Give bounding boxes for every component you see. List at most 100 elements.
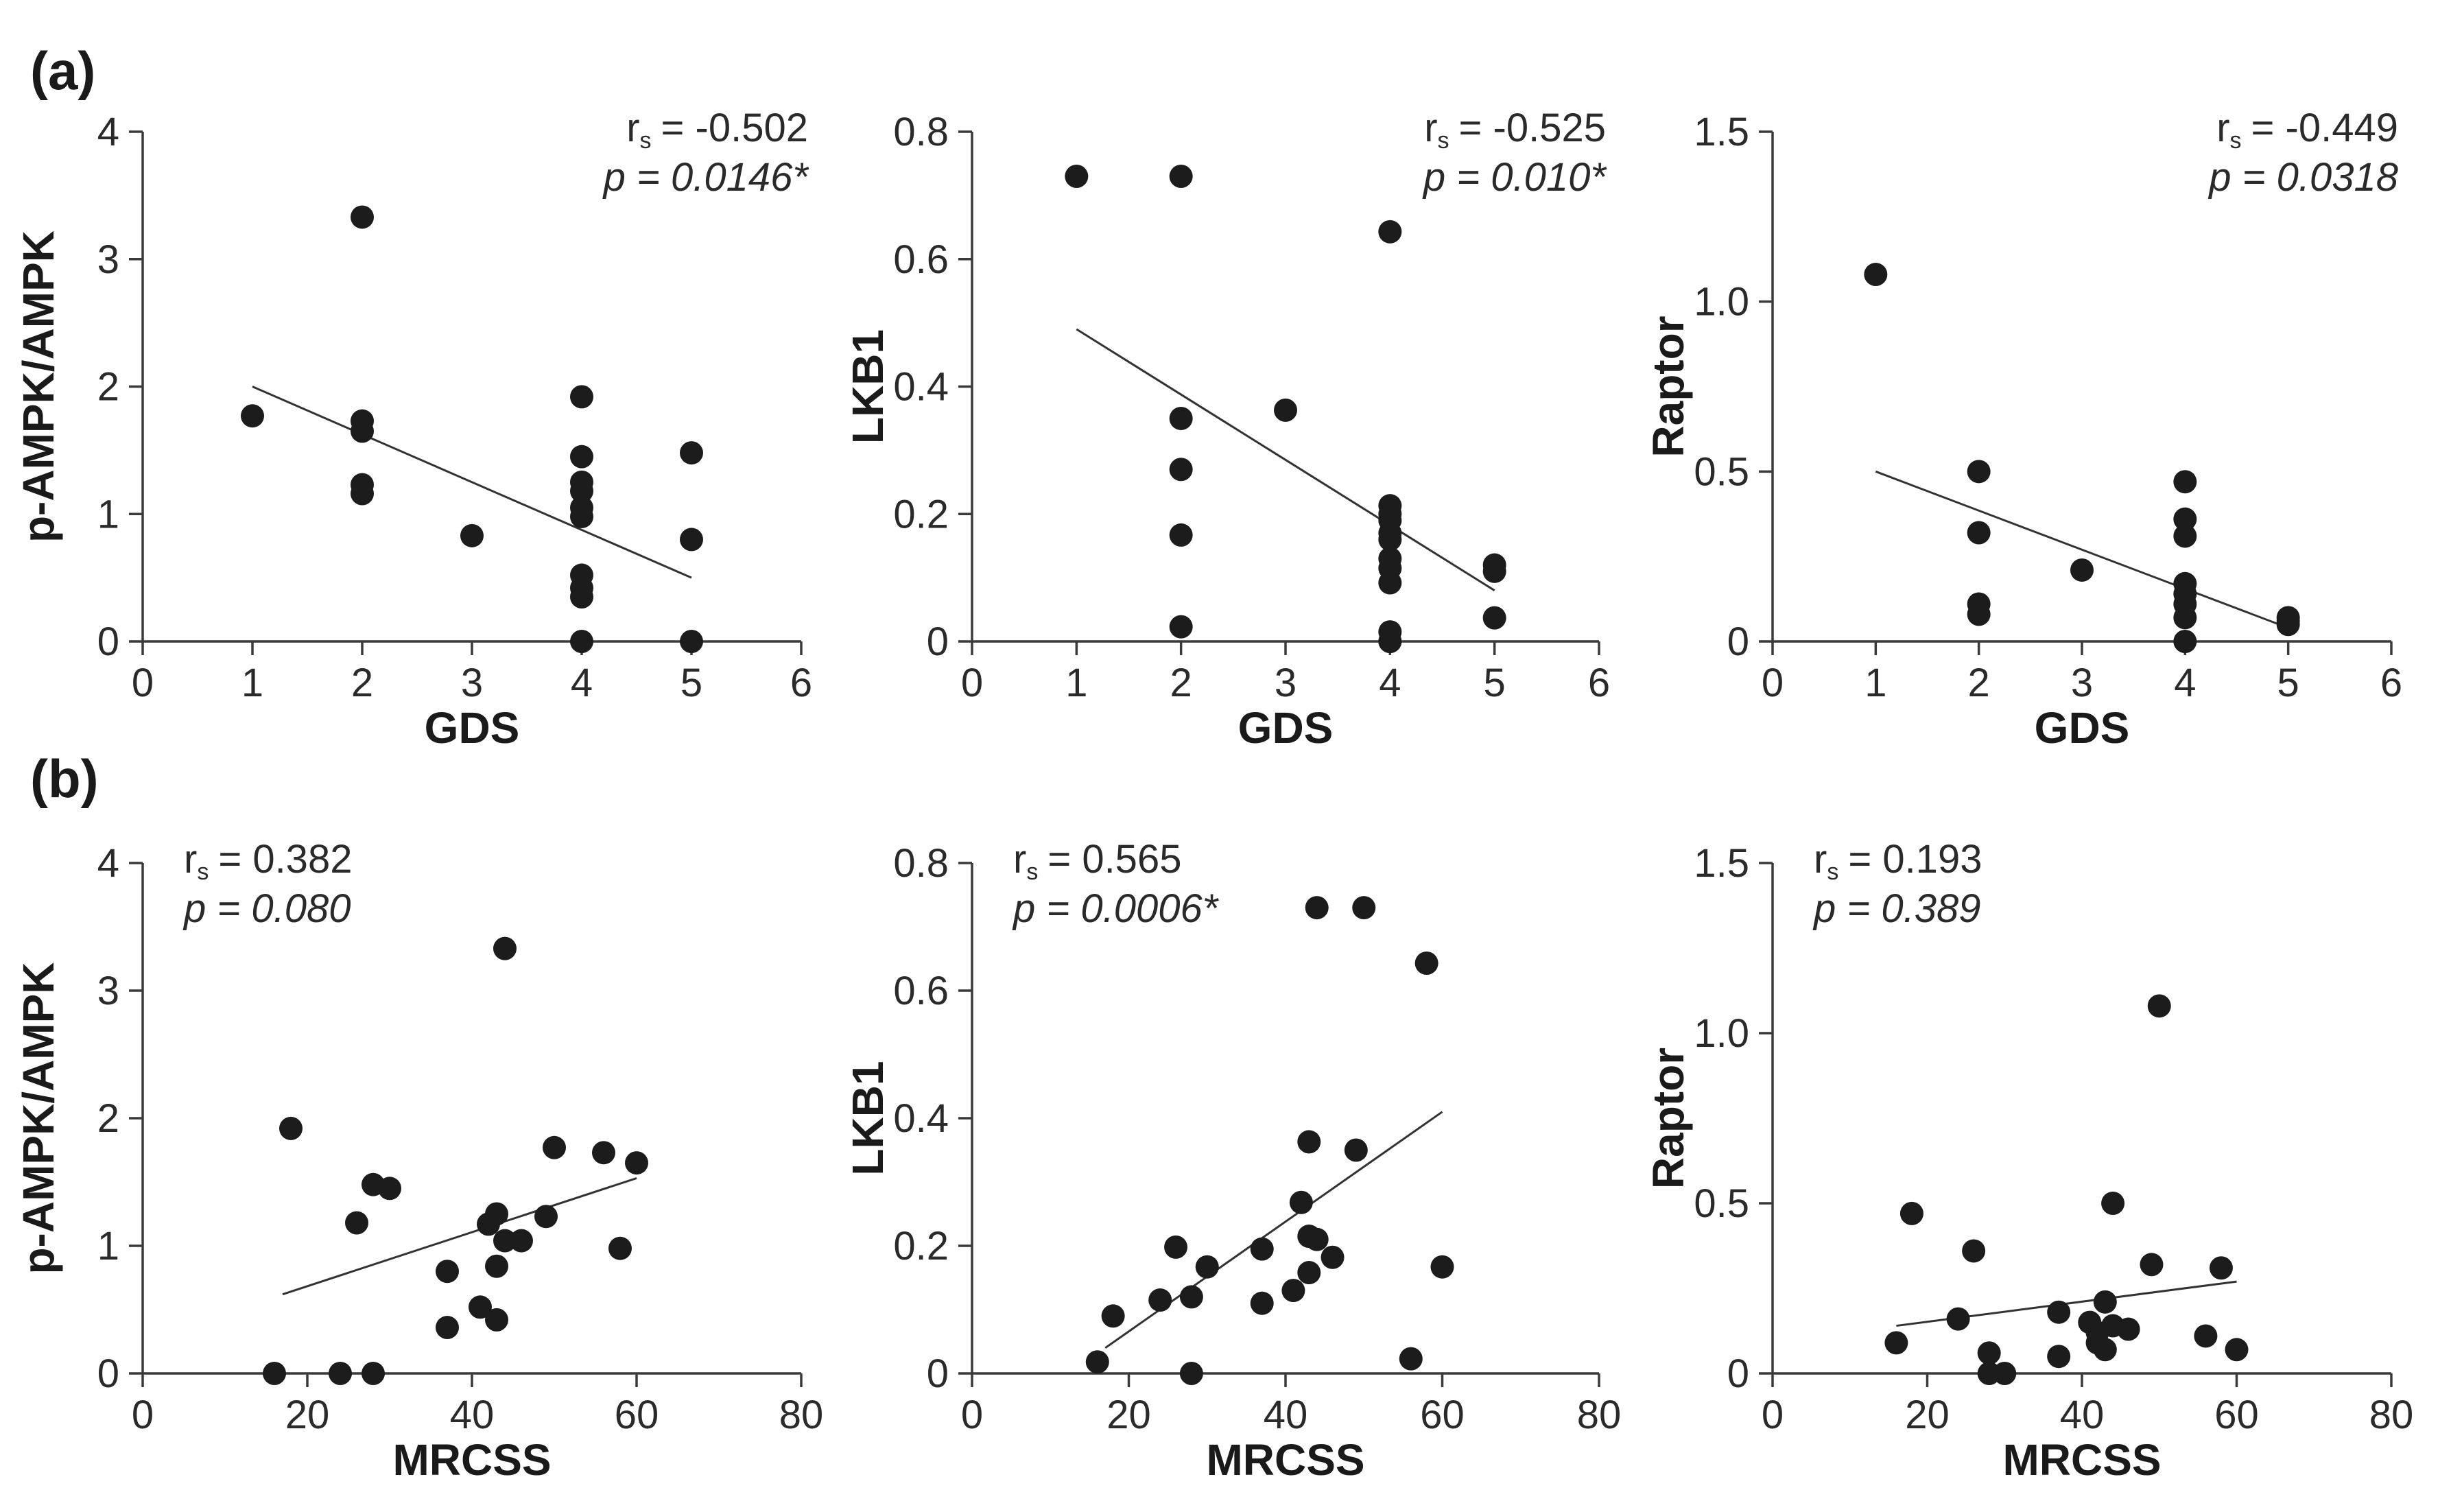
data-point: [2101, 1192, 2125, 1215]
y-tick-label: 4: [97, 110, 119, 154]
rs-subscript: s: [640, 128, 652, 154]
rs-subscript: s: [1026, 859, 1038, 885]
x-tick-label: 1: [241, 661, 263, 705]
scatter-panel-a2: 0 1 2 3 4 5 6 0 0.2 0.4 0.6 0.8 GDS LKB1 rs = -0.525 p =…: [843, 106, 1610, 753]
regression-line: [1076, 328, 1495, 591]
y-tick-label: 1.0: [1694, 1011, 1749, 1056]
x-tick-label: 6: [790, 661, 812, 705]
y-axis-title: Raptor: [1644, 1048, 1693, 1189]
spearman-rs-text: rs = -0.525: [1424, 106, 1606, 154]
y-tick-label: 3: [97, 237, 119, 282]
data-point: [1482, 559, 1506, 583]
x-tick-label: 3: [1275, 661, 1296, 705]
data-point: [1967, 460, 1991, 484]
x-tick-label: 5: [1484, 661, 1506, 705]
y-axis-title: p-AMPK/AMPK: [14, 231, 63, 543]
y-tick-label: 0.4: [893, 1096, 949, 1141]
data-point: [2209, 1256, 2233, 1280]
data-point: [1378, 630, 1402, 653]
x-tick-label: 4: [2174, 661, 2196, 705]
x-tick-label: 3: [2071, 661, 2093, 705]
y-tick-label: 0.8: [893, 841, 949, 886]
y-tick-label: 1: [97, 492, 119, 536]
x-axis-title: GDS: [1238, 703, 1334, 753]
data-point: [2116, 1317, 2140, 1341]
data-point: [1297, 1261, 1321, 1285]
data-point: [1085, 1350, 1109, 1374]
p-value-text: p = 0.080: [182, 886, 351, 931]
data-point: [329, 1362, 352, 1385]
data-point: [570, 479, 593, 503]
y-tick-label: 4: [97, 841, 119, 886]
rs-value: = -0.502: [661, 106, 808, 150]
stat-annotation: rs = -0.502 p = 0.0146*: [602, 106, 810, 200]
x-tick-label: 80: [779, 1393, 824, 1437]
y-tick-label: 0.4: [893, 365, 949, 410]
data-point: [1378, 528, 1402, 552]
regression-line: [252, 386, 692, 579]
x-tick-label: 0: [961, 1393, 983, 1437]
y-tick-label: 0: [1727, 1351, 1749, 1396]
y-axis-title: Raptor: [1644, 316, 1693, 457]
data-point: [1899, 1201, 1923, 1225]
data-point: [2194, 1324, 2218, 1348]
x-tick-label: 5: [2277, 661, 2299, 705]
data-point: [241, 404, 264, 428]
data-point: [1169, 523, 1193, 547]
data-point: [1967, 521, 1991, 545]
scatter-panel-a1: 0 1 2 3 4 5 6 0 1 2 3 4 GDS p-AMPK/AMPK rs = -0.502 p = …: [14, 106, 812, 753]
x-tick-label: 2: [1968, 661, 1990, 705]
data-point: [1297, 1225, 1321, 1249]
data-point: [1414, 952, 1438, 976]
x-tick-label: 40: [450, 1393, 495, 1437]
data-point: [460, 523, 484, 547]
x-tick-label: 40: [1264, 1393, 1308, 1437]
p-value-text: p = 0.010*: [1422, 155, 1607, 200]
rs-symbol: r: [626, 106, 639, 150]
data-point: [2070, 558, 2094, 582]
data-point: [1250, 1291, 1274, 1315]
data-point: [1179, 1285, 1203, 1309]
x-tick-label: 0: [1762, 1393, 1784, 1437]
data-point: [2173, 630, 2197, 653]
y-tick-label: 3: [97, 969, 119, 1013]
row-label-b: (b): [30, 748, 99, 809]
p-value-text: p = 0.0146*: [602, 155, 810, 200]
y-tick-label: 0: [97, 619, 119, 664]
x-tick-label: 4: [1379, 661, 1401, 705]
data-point: [2093, 1290, 2117, 1314]
data-point: [485, 1254, 508, 1278]
y-tick-label: 2: [97, 1096, 119, 1141]
data-point: [1289, 1190, 1313, 1214]
y-axis-title: LKB1: [843, 329, 892, 444]
data-point: [570, 385, 593, 409]
data-point: [1169, 615, 1193, 639]
rs-symbol: r: [184, 837, 197, 882]
data-point: [2173, 470, 2197, 494]
spearman-rs-text: rs = 0.382: [184, 837, 352, 885]
spearman-rs-text: rs = -0.502: [626, 106, 808, 154]
y-axis-title: LKB1: [843, 1061, 892, 1175]
y-tick-label: 2: [97, 365, 119, 410]
x-tick-label: 1: [1864, 661, 1886, 705]
x-tick-label: 1: [1065, 661, 1087, 705]
rs-value: = -0.449: [2251, 106, 2398, 150]
y-tick-label: 0.5: [1694, 449, 1749, 494]
data-point: [2173, 606, 2197, 630]
spearman-rs-text: rs = -0.449: [2216, 106, 2398, 154]
rs-value: = 0.193: [1848, 837, 1982, 882]
x-tick-label: 5: [680, 661, 702, 705]
scatter-panel-b1: 0 20 40 60 80 0 1 2 3 4 MRCSS p-AMPK/AMPK rs = 0.382p…: [14, 837, 823, 1485]
data-point: [1864, 263, 1888, 287]
x-tick-label: 6: [1588, 661, 1610, 705]
x-tick-label: 80: [1577, 1393, 1622, 1437]
data-point: [2276, 613, 2300, 637]
rs-symbol: r: [1814, 837, 1827, 882]
spearman-rs-text: rs = 0.193: [1814, 837, 1982, 885]
x-axis-title: GDS: [2035, 703, 2130, 753]
data-point: [510, 1229, 533, 1253]
data-point: [2047, 1300, 2071, 1324]
data-point: [351, 419, 374, 443]
